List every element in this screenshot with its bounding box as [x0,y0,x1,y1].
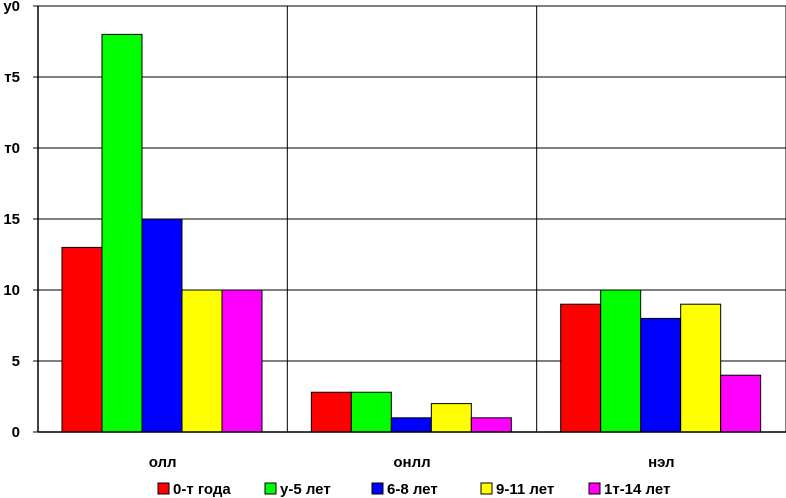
category-label: олл [149,454,177,471]
bar [350,391,392,433]
y-tick-label: у0 [3,0,20,15]
bar [560,303,602,433]
legend-label: 9-11 лет [496,481,554,498]
y-tick-label: т0 [4,140,20,157]
category-label: онлл [393,454,430,471]
bar [141,218,183,433]
y-tick-label: 10 [3,282,20,299]
bar [310,391,352,433]
legend-swatch [371,482,384,495]
legend-label: 0-т года [173,481,231,498]
y-axis-ticks: 0 5 10 15 т0 т5 у0 [3,0,38,441]
bar [470,417,512,433]
legend-swatch [157,482,170,495]
category-labels: олл онлл нэл [149,454,675,471]
bar [61,246,103,433]
bar [101,33,143,433]
bar [640,317,682,433]
legend-label: 1т-14 лет [604,481,670,498]
y-tick-label: 0 [12,424,20,441]
legend-swatch [588,482,601,495]
bar [221,289,263,433]
legend-label: 6-8 лет [387,481,438,498]
bar [720,374,762,433]
category-label: нэл [648,454,675,471]
y-tick-label: т5 [4,69,20,86]
bar [181,289,223,433]
y-tick-label: 5 [12,353,20,370]
legend-swatch [264,482,277,495]
bar [680,303,722,433]
legend-swatch [480,482,493,495]
y-tick-label: 15 [3,211,20,228]
bar [430,403,472,433]
bar [390,417,432,433]
legend-label: у-5 лет [280,481,331,498]
bars [61,33,762,433]
legend: 0-т года у-5 лет 6-8 лет 9-11 лет 1т-14 лет [157,481,670,498]
bar [600,289,642,433]
